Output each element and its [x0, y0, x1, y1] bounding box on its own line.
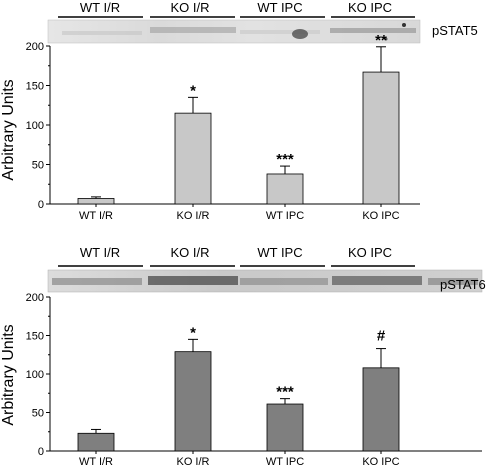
bar	[362, 71, 400, 205]
significance-marker: ***	[276, 151, 294, 168]
y-tick-label: 100	[26, 120, 44, 132]
x-tick-label: WT I/R	[79, 456, 113, 468]
y-tick-label: 100	[26, 369, 44, 381]
blot-group-label: WT IPC	[257, 245, 302, 260]
blot-group-label: KO IPC	[348, 245, 392, 260]
x-tick-label: WT I/R	[79, 210, 113, 222]
blot-header-pstat6: WT I/R KO I/R WT IPC KO IPC	[58, 245, 415, 267]
western-blot-pstat6	[47, 269, 483, 293]
blot-label-pstat6: pSTAT6	[440, 277, 486, 292]
bar	[174, 112, 212, 205]
x-tick-label: WT IPC	[266, 210, 304, 222]
x-tick-label: KO I/R	[176, 456, 209, 468]
y-tick-label: 0	[38, 446, 44, 458]
y-tick-label: 150	[26, 331, 44, 343]
x-tick-label: KO IPC	[362, 456, 399, 468]
western-blot-pstat5	[47, 19, 421, 44]
y-tick-label: 50	[32, 408, 44, 420]
blot-label-pstat5: pSTAT5	[432, 23, 478, 38]
bar	[266, 403, 304, 452]
y-tick-label: 200	[26, 41, 44, 53]
panel-pstat6: WT I/R KO I/R WT IPC KO IPC pSTAT6 0 50 10…	[0, 245, 486, 468]
panel-pstat5: WT I/R KO I/R WT IPC KO IPC pSTAT5 0 50 10…	[0, 0, 478, 222]
x-tick-label: KO IPC	[362, 210, 399, 222]
y-tick-label: 50	[32, 160, 44, 172]
blot-group-label: KO I/R	[170, 0, 209, 15]
blot-group-label: KO IPC	[348, 0, 392, 15]
bar	[362, 367, 400, 452]
significance-marker: *	[190, 324, 196, 341]
bar	[174, 351, 212, 452]
blot-header-pstat5: WT I/R KO I/R WT IPC KO IPC	[58, 0, 415, 18]
axes-pstat5: 0 50 100 150 200 WT I/R KO I/R * WT IPC *** KO IPC…	[26, 32, 420, 222]
significance-marker: *	[190, 82, 196, 99]
blot-group-label: KO I/R	[170, 245, 209, 260]
y-axis-label: Arbitrary Units	[0, 324, 17, 425]
bar	[266, 173, 304, 205]
blot-group-label: WT I/R	[80, 0, 120, 15]
blot-group-label: WT I/R	[80, 245, 120, 260]
significance-marker: #	[377, 328, 386, 345]
significance-marker: ***	[276, 384, 294, 401]
significance-marker: **	[375, 32, 387, 49]
y-axis-label: Arbitrary Units	[0, 79, 17, 180]
bar	[77, 432, 115, 452]
axes-pstat6: 0 50 100 150 200 WT I/R KO I/R * WT IPC *** KO IPC…	[26, 292, 482, 468]
bar	[77, 198, 115, 205]
y-tick-label: 0	[38, 199, 44, 211]
y-tick-label: 200	[26, 292, 44, 304]
blot-group-label: WT IPC	[257, 0, 302, 15]
x-tick-label: WT IPC	[266, 456, 304, 468]
y-tick-label: 150	[26, 81, 44, 93]
x-tick-label: KO I/R	[176, 210, 209, 222]
